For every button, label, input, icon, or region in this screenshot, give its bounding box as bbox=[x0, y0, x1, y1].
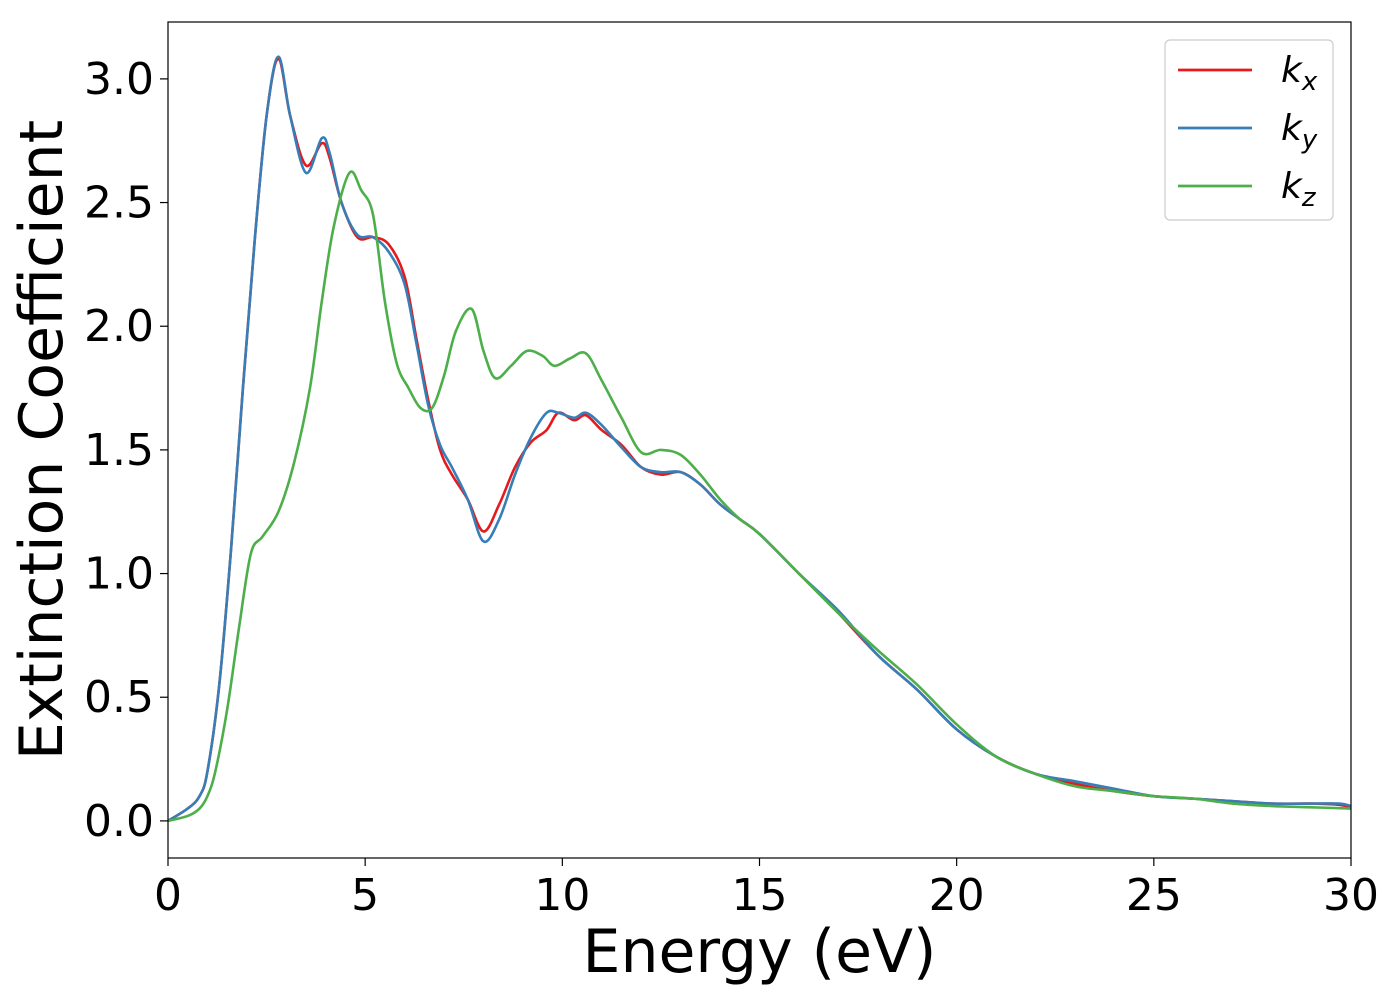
y-tick-label: 2.0 bbox=[84, 301, 154, 352]
y-tick-label: 0.0 bbox=[84, 796, 154, 847]
x-axis-label: Energy (eV) bbox=[583, 917, 937, 987]
x-tick-label: 5 bbox=[351, 870, 379, 921]
legend-label-z: kz bbox=[1281, 166, 1317, 213]
y-tick-label: 1.0 bbox=[84, 549, 154, 600]
y-tick-label: 1.5 bbox=[84, 425, 154, 476]
y-tick-label: 2.5 bbox=[84, 178, 154, 229]
x-tick-label: 10 bbox=[534, 870, 590, 921]
y-axis: 0.0 0.5 1.0 1.5 2.0 2.5 3.0 bbox=[84, 54, 168, 847]
legend-box bbox=[1164, 39, 1334, 221]
x-tick-label: 20 bbox=[929, 870, 985, 921]
series-layer bbox=[168, 55, 1351, 823]
x-tick-label: 0 bbox=[154, 870, 182, 921]
y-tick-label: 3.0 bbox=[84, 54, 154, 105]
x-tick-label: 25 bbox=[1126, 870, 1182, 921]
y-tick-label: 0.5 bbox=[84, 672, 154, 723]
x-tick-label: 30 bbox=[1323, 870, 1379, 921]
series-line-z bbox=[168, 170, 1351, 823]
x-tick-label: 15 bbox=[732, 870, 788, 921]
x-axis: 0 5 10 15 20 25 30 bbox=[154, 858, 1379, 921]
y-axis-label: Extinction Coefficient bbox=[7, 120, 77, 760]
